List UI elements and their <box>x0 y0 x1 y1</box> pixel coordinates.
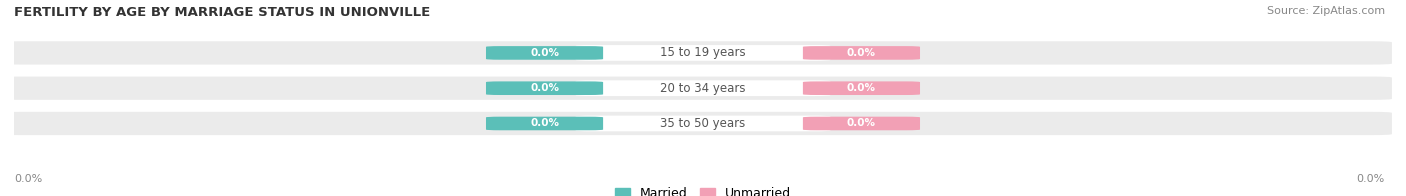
FancyBboxPatch shape <box>486 46 603 60</box>
Text: 0.0%: 0.0% <box>846 83 876 93</box>
FancyBboxPatch shape <box>575 45 831 61</box>
FancyBboxPatch shape <box>0 112 1392 135</box>
Text: FERTILITY BY AGE BY MARRIAGE STATUS IN UNIONVILLE: FERTILITY BY AGE BY MARRIAGE STATUS IN U… <box>14 6 430 19</box>
FancyBboxPatch shape <box>803 117 920 130</box>
Text: 0.0%: 0.0% <box>530 48 560 58</box>
Text: 0.0%: 0.0% <box>530 83 560 93</box>
FancyBboxPatch shape <box>575 80 831 96</box>
Text: Source: ZipAtlas.com: Source: ZipAtlas.com <box>1267 6 1385 16</box>
Text: 0.0%: 0.0% <box>14 174 42 184</box>
Text: 20 to 34 years: 20 to 34 years <box>661 82 745 95</box>
Text: 0.0%: 0.0% <box>530 118 560 129</box>
FancyBboxPatch shape <box>575 116 831 131</box>
Text: 0.0%: 0.0% <box>846 48 876 58</box>
FancyBboxPatch shape <box>803 46 920 60</box>
Text: 0.0%: 0.0% <box>846 118 876 129</box>
Text: 35 to 50 years: 35 to 50 years <box>661 117 745 130</box>
FancyBboxPatch shape <box>803 81 920 95</box>
FancyBboxPatch shape <box>486 81 603 95</box>
Legend: Married, Unmarried: Married, Unmarried <box>614 188 792 196</box>
FancyBboxPatch shape <box>486 117 603 130</box>
FancyBboxPatch shape <box>0 77 1392 100</box>
FancyBboxPatch shape <box>0 41 1392 64</box>
Text: 0.0%: 0.0% <box>1357 174 1385 184</box>
Text: 15 to 19 years: 15 to 19 years <box>661 46 745 59</box>
